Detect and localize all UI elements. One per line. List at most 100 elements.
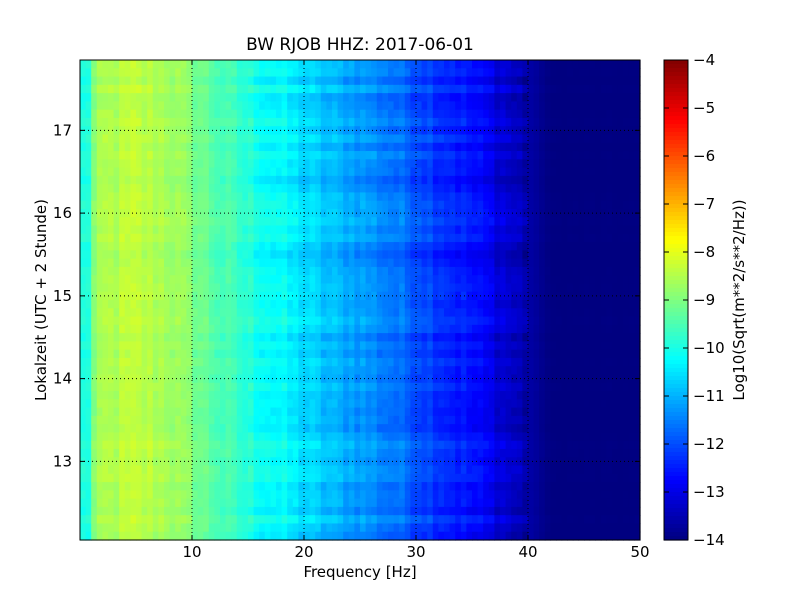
heatmap-cell bbox=[416, 440, 423, 450]
heatmap-cell bbox=[225, 506, 232, 516]
heatmap-cell bbox=[376, 424, 383, 434]
heatmap-cell bbox=[147, 349, 154, 359]
heatmap-cell bbox=[460, 424, 467, 434]
heatmap-cell bbox=[332, 482, 339, 491]
heatmap-cell bbox=[494, 490, 501, 500]
heatmap-cell bbox=[477, 142, 484, 152]
heatmap-cell bbox=[544, 374, 551, 384]
heatmap-cell bbox=[477, 225, 484, 235]
heatmap-cell bbox=[119, 506, 126, 516]
heatmap-cell bbox=[500, 175, 507, 185]
heatmap-cell bbox=[130, 333, 137, 342]
heatmap-cell bbox=[281, 531, 288, 541]
heatmap-cell bbox=[292, 275, 299, 285]
heatmap-cell bbox=[432, 242, 439, 251]
heatmap-cell bbox=[108, 382, 115, 392]
heatmap-cell bbox=[365, 242, 372, 251]
heatmap-cell bbox=[528, 531, 535, 541]
heatmap-cell bbox=[544, 60, 551, 69]
heatmap-cell bbox=[399, 473, 406, 483]
heatmap-cell bbox=[337, 60, 344, 69]
heatmap-cell bbox=[494, 399, 501, 409]
heatmap-cell bbox=[376, 109, 383, 119]
heatmap-cell bbox=[197, 482, 204, 491]
heatmap-cell bbox=[494, 258, 501, 268]
heatmap-cell bbox=[488, 300, 495, 309]
heatmap-cell bbox=[136, 490, 143, 500]
heatmap-cell bbox=[309, 151, 316, 160]
heatmap-cell bbox=[130, 490, 137, 500]
heatmap-cell bbox=[197, 448, 204, 458]
heatmap-cell bbox=[276, 316, 283, 326]
heatmap-cell bbox=[326, 159, 333, 169]
heatmap-cell bbox=[96, 407, 103, 417]
heatmap-cell bbox=[371, 76, 378, 86]
heatmap-cell bbox=[169, 482, 176, 491]
heatmap-cell bbox=[147, 68, 154, 78]
heatmap-cell bbox=[488, 151, 495, 160]
heatmap-cell bbox=[236, 473, 243, 483]
heatmap-cell bbox=[472, 374, 479, 384]
heatmap-cell bbox=[264, 258, 271, 268]
heatmap-cell bbox=[96, 490, 103, 500]
heatmap-cell bbox=[550, 366, 557, 376]
heatmap-cell bbox=[186, 109, 193, 119]
heatmap-cell bbox=[376, 498, 383, 508]
heatmap-cell bbox=[102, 391, 109, 400]
heatmap-cell bbox=[365, 217, 372, 227]
heatmap-cell bbox=[388, 391, 395, 400]
heatmap-cell bbox=[113, 225, 120, 235]
heatmap-cell bbox=[214, 515, 221, 525]
heatmap-cell bbox=[472, 506, 479, 516]
heatmap-cell bbox=[281, 415, 288, 425]
heatmap-cell bbox=[175, 357, 182, 367]
heatmap-cell bbox=[488, 283, 495, 293]
heatmap-cell bbox=[343, 316, 350, 326]
heatmap-cell bbox=[376, 300, 383, 309]
heatmap-cell bbox=[354, 473, 361, 483]
heatmap-cell bbox=[281, 266, 288, 276]
heatmap-cell bbox=[488, 349, 495, 359]
heatmap-cell bbox=[253, 151, 260, 160]
heatmap-cell bbox=[511, 399, 518, 409]
heatmap-cell bbox=[528, 415, 535, 425]
heatmap-cell bbox=[544, 68, 551, 78]
heatmap-cell bbox=[192, 341, 199, 351]
heatmap-cell bbox=[550, 465, 557, 475]
heatmap-cell bbox=[488, 341, 495, 351]
heatmap-cell bbox=[494, 250, 501, 260]
heatmap-cell bbox=[444, 200, 451, 210]
heatmap-cell bbox=[175, 374, 182, 384]
chart-title: BW RJOB HHZ: 2017-06-01 bbox=[246, 35, 474, 55]
heatmap-cell bbox=[203, 68, 210, 78]
heatmap-cell bbox=[91, 283, 98, 293]
heatmap-cell bbox=[259, 506, 266, 516]
heatmap-cell bbox=[376, 465, 383, 475]
heatmap-cell bbox=[449, 68, 456, 78]
heatmap-cell bbox=[393, 349, 400, 359]
heatmap-cell bbox=[85, 200, 92, 210]
heatmap-cell bbox=[455, 382, 462, 392]
heatmap-cell bbox=[550, 399, 557, 409]
heatmap-cell bbox=[113, 109, 120, 119]
heatmap-cell bbox=[287, 523, 294, 533]
heatmap-cell bbox=[438, 68, 445, 78]
heatmap-cell bbox=[124, 258, 131, 268]
heatmap-cell bbox=[281, 366, 288, 376]
heatmap-cell bbox=[516, 424, 523, 434]
heatmap-cell bbox=[214, 258, 221, 268]
heatmap-cell bbox=[147, 258, 154, 268]
heatmap-cell bbox=[91, 366, 98, 376]
heatmap-cell bbox=[522, 440, 529, 450]
heatmap-cell bbox=[427, 142, 434, 152]
heatmap-cell bbox=[225, 473, 232, 483]
heatmap-cell bbox=[438, 175, 445, 185]
heatmap-cell bbox=[180, 316, 187, 326]
heatmap-cell bbox=[544, 440, 551, 450]
heatmap-cell bbox=[197, 283, 204, 293]
heatmap-cell bbox=[141, 440, 148, 450]
heatmap-cell bbox=[438, 142, 445, 152]
heatmap-cell bbox=[533, 432, 540, 442]
heatmap-cell bbox=[281, 316, 288, 326]
heatmap-cell bbox=[348, 341, 355, 351]
